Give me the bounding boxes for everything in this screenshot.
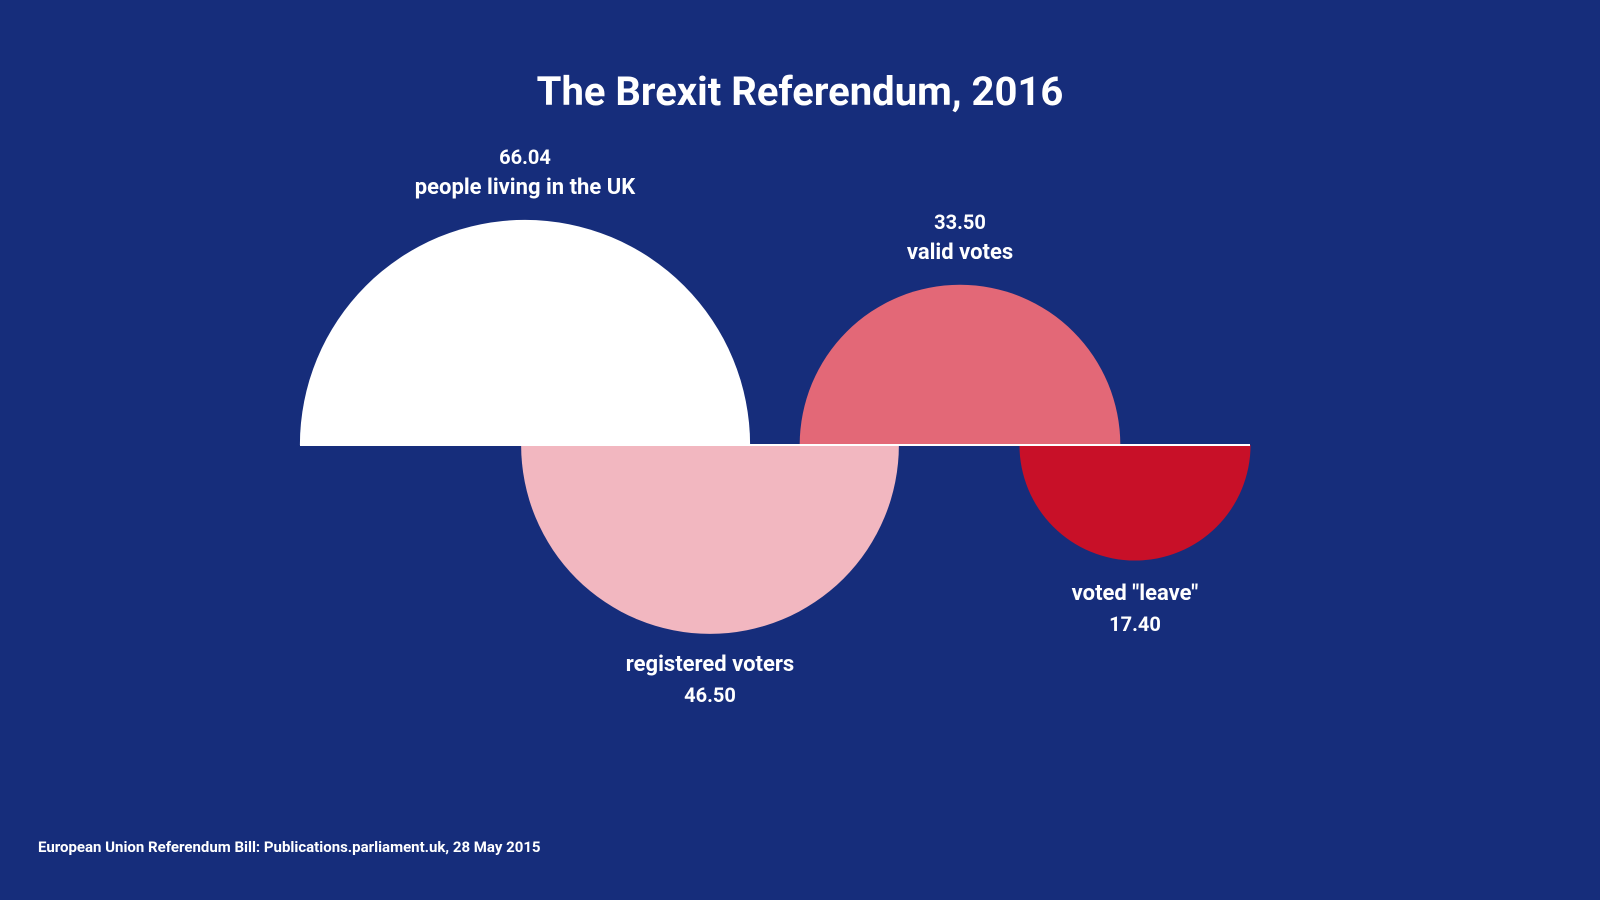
desc-leave: voted "leave" [1072, 581, 1199, 606]
desc-registered: registered voters [626, 652, 794, 677]
proportional-chart [0, 0, 1600, 900]
label-leave: voted "leave" 17.40 [1072, 581, 1199, 636]
bubble-leave [1019, 445, 1250, 561]
label-registered: registered voters 46.50 [626, 652, 794, 707]
desc-population: people living in the UK [415, 175, 635, 200]
label-valid: 33.50 valid votes [907, 210, 1013, 265]
bubble-registered [521, 445, 899, 634]
bubble-valid [800, 285, 1121, 445]
value-population: 66.04 [415, 145, 635, 169]
bubble-population [300, 220, 750, 445]
value-valid: 33.50 [907, 210, 1013, 234]
value-leave: 17.40 [1072, 612, 1199, 636]
source-citation: European Union Referendum Bill: Publicat… [38, 838, 541, 856]
value-registered: 46.50 [626, 683, 794, 707]
label-population: 66.04 people living in the UK [415, 145, 635, 200]
desc-valid: valid votes [907, 240, 1013, 265]
